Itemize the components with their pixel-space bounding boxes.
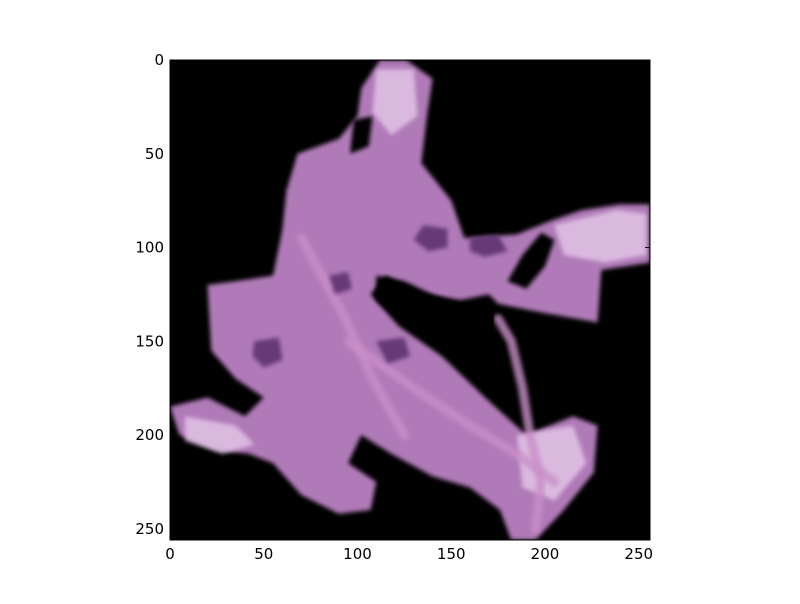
nucleus-3 <box>376 337 410 364</box>
x-tick-label-3: 150 <box>437 545 466 563</box>
tissue-gap-2 <box>507 232 555 289</box>
x-tick-label-1: 50 <box>254 545 273 563</box>
x-tick-label-0: 0 <box>165 545 175 563</box>
y-tick-label-1: 50 <box>145 145 164 163</box>
axes-frame <box>169 59 651 541</box>
tissue-gap-1 <box>376 275 493 332</box>
filament-0 <box>493 314 546 534</box>
nucleus-0 <box>413 225 448 252</box>
x-tick-label-4: 200 <box>531 545 560 563</box>
light-region-3 <box>185 416 255 454</box>
x-tick-label-5: 250 <box>624 545 653 563</box>
filament-2 <box>296 233 409 440</box>
y-tick-label-2: 100 <box>135 239 164 257</box>
y-tick-label-3: 150 <box>135 332 164 350</box>
nucleus-2 <box>252 337 283 368</box>
y-tick-label-4: 200 <box>135 426 164 444</box>
light-region-0 <box>554 210 647 263</box>
y-tick-label-5: 250 <box>135 520 164 538</box>
nucleus-1 <box>470 234 508 257</box>
tissue-gap-0 <box>350 116 373 154</box>
nucleus-4 <box>329 271 352 295</box>
filament-1 <box>343 336 559 487</box>
x-tick-label-2: 100 <box>343 545 372 563</box>
y-tick-label-0: 0 <box>154 51 164 69</box>
tissue-region <box>170 60 650 540</box>
image-plot-area <box>170 60 650 540</box>
light-region-1 <box>372 69 418 135</box>
